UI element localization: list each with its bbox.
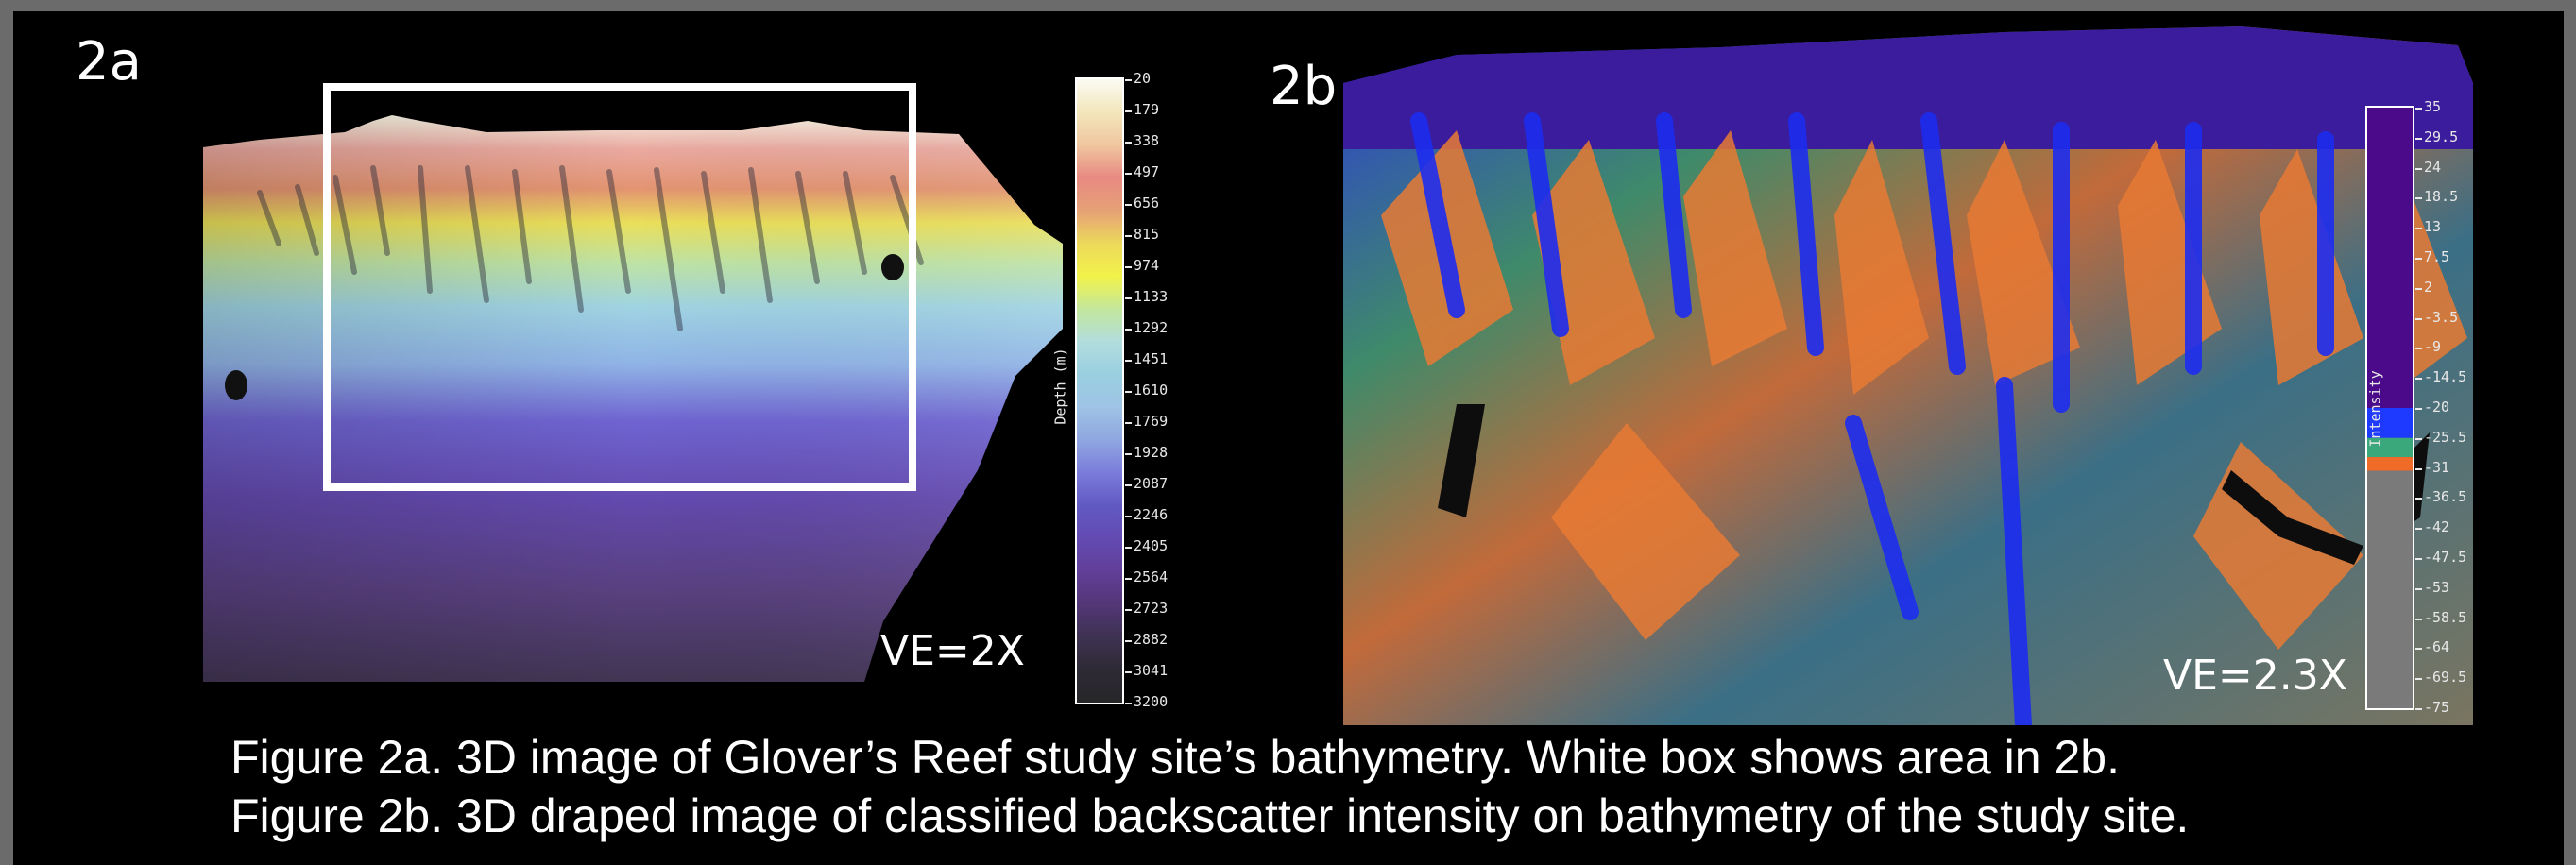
intensity-tick-label: -42 bbox=[2414, 518, 2450, 536]
depth-tick-label: 1133 bbox=[1124, 288, 1169, 305]
depth-tick-label: 2087 bbox=[1124, 475, 1169, 492]
intensity-tick-label: -58.5 bbox=[2414, 608, 2467, 626]
depth-tick-label: 179 bbox=[1124, 101, 1160, 118]
bathymetry-3d-image bbox=[203, 115, 1063, 682]
depth-tick-label: 815 bbox=[1124, 226, 1160, 243]
depth-axis-label: Depth (m) bbox=[1051, 348, 1069, 425]
intensity-class-band bbox=[2367, 470, 2413, 708]
depth-tick-label: 3041 bbox=[1124, 662, 1169, 679]
intensity-tick-label: -3.5 bbox=[2414, 308, 2459, 326]
intensity-axis-label: Intensity bbox=[2366, 370, 2384, 448]
intensity-tick-label: -47.5 bbox=[2414, 549, 2467, 566]
depth-tick-label: 20 bbox=[1124, 70, 1152, 87]
intensity-tick-label: -31 bbox=[2414, 458, 2450, 476]
depth-tick-label: 2405 bbox=[1124, 537, 1169, 554]
intensity-tick-label: -25.5 bbox=[2414, 428, 2467, 446]
intensity-tick-label: -53 bbox=[2414, 578, 2450, 596]
intensity-tick-label: -20 bbox=[2414, 399, 2450, 416]
intensity-colorbar bbox=[2365, 106, 2414, 710]
study-area-box bbox=[323, 83, 916, 491]
depth-tick-label: 1928 bbox=[1124, 444, 1169, 461]
intensity-tick-label: 7.5 bbox=[2414, 248, 2450, 265]
intensity-class-band bbox=[2367, 457, 2413, 471]
intensity-tick-label: 29.5 bbox=[2414, 127, 2459, 145]
depth-tick-label: 2246 bbox=[1124, 506, 1169, 523]
depth-tick-label: 2564 bbox=[1124, 568, 1169, 585]
intensity-tick-label: -36.5 bbox=[2414, 488, 2467, 506]
panel-label-2b: 2b bbox=[1270, 56, 1338, 117]
intensity-class-band bbox=[2367, 408, 2413, 438]
depth-tick-label: 2723 bbox=[1124, 600, 1169, 617]
depth-tick-label: 1451 bbox=[1124, 350, 1169, 367]
depth-tick-label: 338 bbox=[1124, 132, 1160, 149]
caption-2b: Figure 2b. 3D draped image of classified… bbox=[230, 789, 2190, 842]
panel-label-2a: 2a bbox=[76, 31, 142, 93]
depth-tick-label: 974 bbox=[1124, 257, 1160, 274]
depth-tick-label: 1292 bbox=[1124, 319, 1169, 336]
intensity-tick-label: 24 bbox=[2414, 158, 2442, 176]
backscatter-3d-image bbox=[1343, 26, 2473, 725]
intensity-tick-label: -14.5 bbox=[2414, 368, 2467, 386]
intensity-class-band bbox=[2367, 437, 2413, 458]
intensity-class-band bbox=[2367, 108, 2413, 408]
depth-tick-label: 2882 bbox=[1124, 631, 1169, 648]
intensity-tick-label: 13 bbox=[2414, 218, 2442, 236]
depth-tick-label: 3200 bbox=[1124, 693, 1169, 710]
ve-label-2a: VE=2X bbox=[880, 627, 1025, 675]
intensity-tick-label: -75 bbox=[2414, 699, 2450, 716]
intensity-tick-label: 2 bbox=[2414, 278, 2433, 296]
depth-tick-label: 656 bbox=[1124, 195, 1160, 212]
intensity-tick-label: 18.5 bbox=[2414, 188, 2459, 206]
depth-colorbar bbox=[1075, 77, 1124, 704]
depth-tick-label: 497 bbox=[1124, 163, 1160, 180]
depth-tick-label: 1610 bbox=[1124, 382, 1169, 399]
caption-2a: Figure 2a. 3D image of Glover’s Reef stu… bbox=[230, 731, 2120, 784]
ve-label-2b: VE=2.3X bbox=[2163, 652, 2347, 700]
intensity-tick-label: 35 bbox=[2414, 98, 2442, 115]
intensity-tick-label: -64 bbox=[2414, 638, 2450, 656]
intensity-tick-label: -69.5 bbox=[2414, 669, 2467, 687]
depth-tick-label: 1769 bbox=[1124, 413, 1169, 430]
depth-colorbar-fill bbox=[1077, 79, 1122, 703]
intensity-tick-label: -9 bbox=[2414, 338, 2442, 356]
